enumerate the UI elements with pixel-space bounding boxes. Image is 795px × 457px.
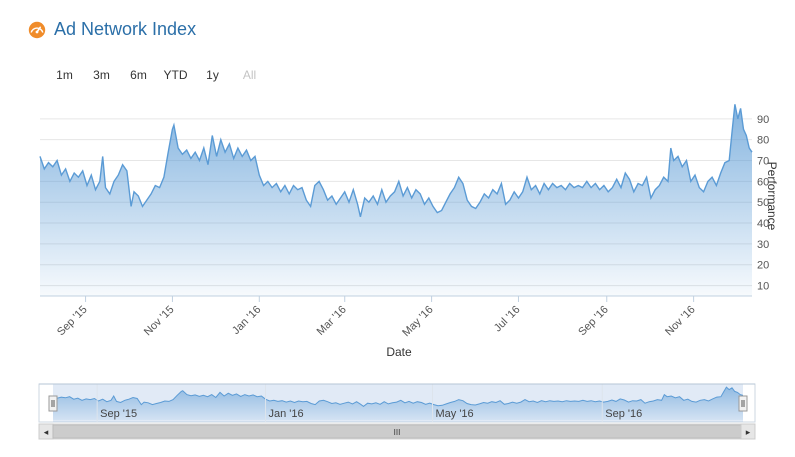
- y-tick-label: 50: [757, 197, 769, 209]
- x-tick-label: May '16: [400, 304, 435, 339]
- y-tick-label: 60: [757, 176, 769, 188]
- x-tick-label: Jul '16: [492, 304, 523, 335]
- x-tick-label: Nov '16: [663, 304, 698, 339]
- navigator-tick-label: May '16: [436, 408, 474, 420]
- navigator-right-handle[interactable]: [738, 395, 748, 412]
- y-tick-label: 40: [757, 218, 769, 230]
- x-axis-title: Date: [386, 345, 412, 359]
- range-button-ytd[interactable]: YTD: [163, 68, 188, 82]
- page-title: Ad Network Index: [54, 19, 197, 39]
- y-tick-label: 10: [757, 281, 769, 293]
- navigator[interactable]: Sep '15 Jan '16 May '16 Sep '16: [38, 383, 756, 423]
- y-axis-title: Performance: [765, 162, 779, 231]
- scrollbar-grip-icon: III: [394, 428, 401, 437]
- range-selector: 1m 3m 6m YTD 1y All: [46, 66, 268, 84]
- y-tick-label: 90: [757, 114, 769, 126]
- title-bar: Ad Network Index: [28, 19, 196, 40]
- range-button-3m[interactable]: 3m: [93, 68, 110, 82]
- speedometer-icon: [28, 21, 46, 38]
- scrollbar-right-button[interactable]: [740, 423, 756, 440]
- range-button-1y[interactable]: 1y: [206, 68, 219, 82]
- x-tick-label: Jan '16: [230, 304, 263, 337]
- y-tick-label: 70: [757, 156, 769, 168]
- scrollbar[interactable]: ◂ III ▸: [38, 423, 756, 440]
- navigator-tick-label: Sep '16: [605, 408, 642, 420]
- y-tick-label: 30: [757, 239, 769, 251]
- range-button-6m[interactable]: 6m: [130, 68, 147, 82]
- navigator-x-ticks: Sep '15 Jan '16 May '16 Sep '16: [96, 384, 642, 422]
- x-tick-label: Sep '16: [576, 304, 611, 339]
- y-tick-label: 20: [757, 260, 769, 272]
- range-button-all[interactable]: All: [242, 68, 257, 82]
- scrollbar-left-arrow-icon: ◂: [44, 428, 49, 438]
- y-axis-ticks: 10 20 30 40 50 60 70 80 90: [757, 114, 769, 293]
- navigator-series-line: [52, 386, 744, 408]
- x-tick-label: Sep '15: [55, 304, 90, 339]
- x-tick-label: Mar '16: [315, 304, 349, 338]
- navigator-tick-label: Jan '16: [269, 408, 304, 420]
- x-axis-ticks: Sep '15 Nov '15 Jan '16 Mar '16 May '16 Jul '…: [55, 296, 698, 339]
- navigator-left-handle[interactable]: [48, 395, 58, 412]
- scrollbar-right-arrow-icon: ▸: [746, 428, 751, 438]
- navigator-tick-label: Sep '15: [100, 408, 137, 420]
- series-line: [39, 104, 753, 217]
- x-tick-label: Nov '15: [142, 304, 177, 339]
- y-tick-label: 80: [757, 135, 769, 147]
- range-button-1m[interactable]: 1m: [56, 68, 73, 82]
